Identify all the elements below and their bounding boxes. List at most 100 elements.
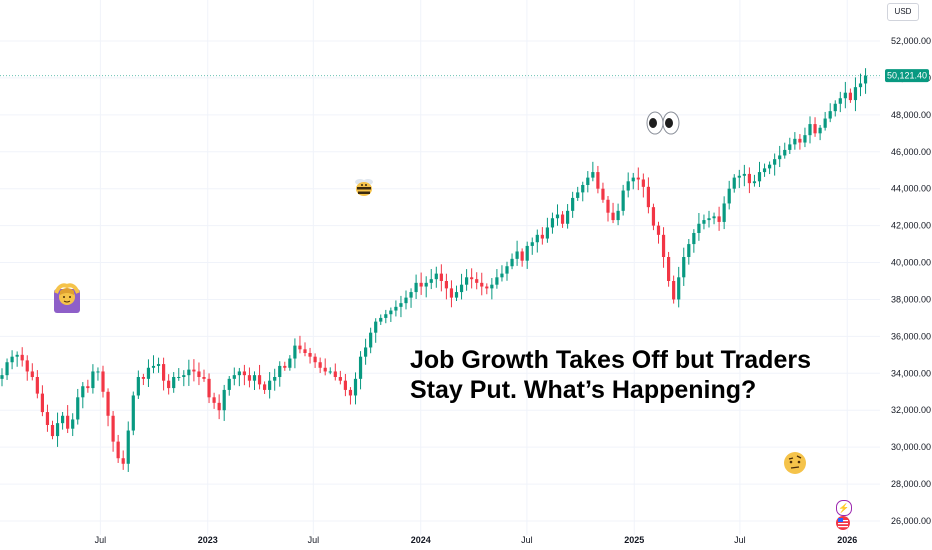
candle-body: [818, 127, 822, 134]
candle-body: [379, 317, 383, 322]
x-tick-label: Jul: [95, 535, 107, 545]
candle-body: [747, 173, 751, 184]
candle-body: [55, 423, 60, 437]
candle-body: [409, 292, 413, 298]
candle-body: [656, 225, 661, 235]
candle-body: [263, 384, 267, 390]
candle-body: [550, 218, 555, 228]
candle-body: [677, 277, 681, 300]
candle-body: [283, 365, 287, 368]
candle-body: [732, 177, 736, 189]
candle-body: [697, 223, 701, 233]
lightning-icon[interactable]: ⚡: [836, 500, 852, 516]
candle-body: [237, 371, 241, 376]
candle-body: [116, 441, 120, 459]
candle-body: [757, 172, 762, 182]
last-price-tag: 50,121.40: [885, 69, 929, 83]
candle-body: [848, 92, 852, 101]
candle-body: [793, 138, 797, 145]
candle-body: [621, 190, 625, 211]
candle-body: [783, 149, 787, 156]
candle-body: [560, 214, 565, 224]
candle-body: [838, 98, 842, 104]
candle-body: [742, 173, 746, 176]
y-tick-label: 44,000.00: [891, 184, 931, 194]
us-flag-icon[interactable]: [836, 516, 850, 530]
y-tick-label: 26,000.00: [891, 516, 931, 526]
candle-body: [798, 138, 802, 143]
candle-body: [30, 371, 34, 377]
headline-line-2: Stay Put. What’s Happening?: [410, 376, 757, 404]
candle-body: [268, 380, 272, 390]
candle-body: [459, 284, 464, 293]
candle-body: [414, 282, 418, 293]
y-tick-label: 48,000.00: [891, 110, 931, 120]
candle-body: [454, 292, 459, 298]
candle-body: [737, 175, 741, 178]
candle-body: [434, 273, 438, 280]
candle-body: [212, 397, 216, 403]
candle-body: [187, 369, 191, 376]
candle-body: [616, 210, 620, 221]
candle-body: [858, 83, 863, 88]
candle-body: [631, 177, 635, 182]
candle-body: [515, 251, 519, 259]
candle-body: [364, 347, 368, 357]
candle-body: [222, 389, 226, 411]
candle-body: [540, 234, 544, 239]
candle-body: [126, 430, 130, 464]
candle-body: [257, 375, 262, 385]
x-tick-label: 2026: [837, 535, 857, 545]
face-with-raised-eyebrow-emoji: [784, 452, 806, 474]
x-tick-label: 2023: [198, 535, 218, 545]
candle-body: [232, 375, 236, 379]
candle-body: [0, 375, 4, 379]
x-tick-label: Jul: [308, 535, 320, 545]
candle-body: [141, 377, 145, 379]
candle-body: [505, 266, 509, 274]
candle-body: [40, 393, 44, 413]
candle-body: [773, 159, 777, 165]
y-tick-label: 38,000.00: [891, 294, 931, 304]
headline-line-1: Job Growth Takes Off but Traders: [410, 346, 811, 374]
woman-gesturing-ok-emoji: [54, 283, 80, 313]
candle-body: [687, 244, 691, 257]
candle-body: [566, 210, 570, 224]
candle-body: [470, 277, 474, 280]
candle-body: [66, 415, 70, 429]
candle-body: [111, 415, 115, 442]
candle-body: [419, 282, 423, 287]
candle-body: [101, 371, 105, 392]
candle-body: [273, 377, 277, 381]
candle-body: [530, 242, 534, 246]
candle-body: [227, 378, 231, 390]
candle-body: [86, 386, 90, 389]
candle-body: [520, 251, 524, 261]
candle-body: [25, 360, 29, 372]
candle-body: [591, 172, 595, 178]
time-axis[interactable]: Jul 2023 Jul 2024 Jul 2025 Jul 2026: [95, 535, 858, 545]
candle-body: [651, 207, 656, 226]
candle-body: [646, 186, 650, 208]
candle-body: [252, 375, 257, 381]
candle-body: [389, 310, 393, 315]
candle-body: [177, 377, 181, 378]
candle-body: [843, 92, 847, 99]
candle-body: [833, 103, 837, 112]
candle-body: [641, 179, 645, 187]
y-tick-label: 36,000.00: [891, 331, 931, 341]
candle-body: [823, 118, 827, 128]
candle-body: [449, 288, 454, 298]
candle-body: [192, 369, 196, 372]
candle-body: [358, 356, 363, 379]
x-tick-label: Jul: [734, 535, 746, 545]
candle-body: [424, 282, 428, 287]
candle-body: [61, 415, 65, 424]
candle-body: [20, 354, 24, 361]
currency-button[interactable]: USD: [887, 3, 919, 21]
candle-body: [601, 188, 605, 200]
price-axis[interactable]: 52,000.0050,000.0048,000.0046,000.0044,0…: [891, 36, 931, 526]
candle-body: [71, 419, 75, 429]
candle-body: [182, 375, 186, 377]
